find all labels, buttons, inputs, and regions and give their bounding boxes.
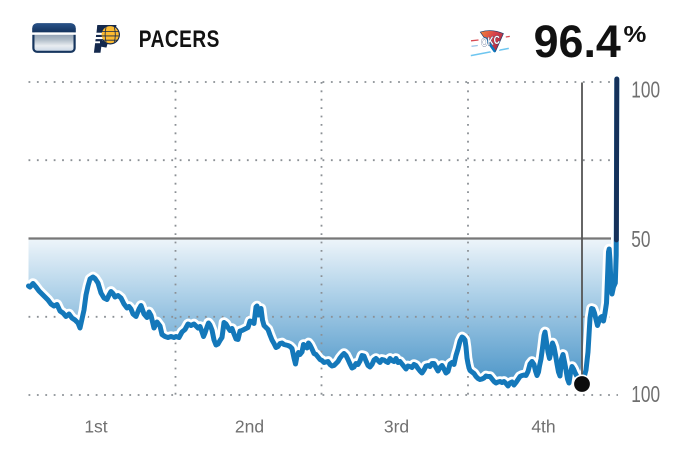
svg-text:4th: 4th [531,417,555,437]
svg-text:100: 100 [631,78,660,103]
svg-text:PACERS: PACERS [139,25,220,53]
svg-text:%: % [624,22,647,47]
svg-text:100: 100 [631,383,660,408]
svg-text:96.4: 96.4 [534,15,621,66]
svg-text:2nd: 2nd [235,417,264,437]
svg-text:50: 50 [631,228,650,253]
svg-text:3rd: 3rd [384,417,409,437]
svg-text:OKC: OKC [480,34,502,50]
svg-text:1st: 1st [84,417,107,437]
